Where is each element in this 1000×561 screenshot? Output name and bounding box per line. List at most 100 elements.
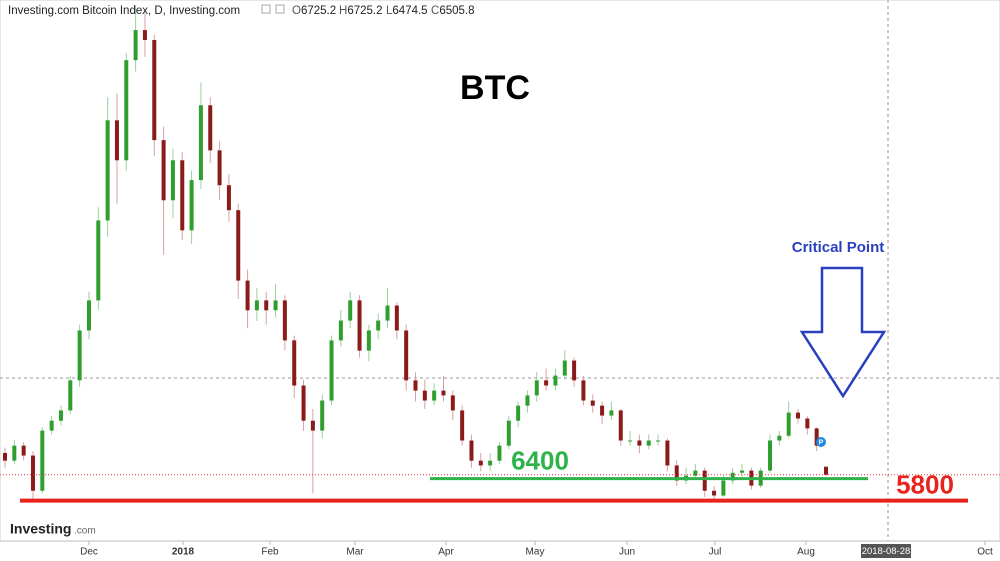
body [441,390,446,396]
body [786,412,791,436]
body [180,160,185,231]
body [133,30,138,61]
body [357,300,362,351]
marker [816,437,826,447]
body [217,150,222,186]
ohlc-value: 6505.8 [439,5,474,17]
x-tick-label: Dec [80,547,98,558]
body [105,120,110,221]
body [189,180,194,231]
body [86,300,91,331]
body [348,300,353,321]
body [3,452,7,461]
icon [261,4,271,14]
ohlc-value: 6474.5 [392,5,427,17]
logo-suffix: .com [74,526,96,537]
body [366,330,371,351]
body [170,160,175,201]
body [245,280,250,311]
body [96,220,101,301]
body [805,418,810,429]
body [730,472,735,481]
candles [3,5,828,501]
ohlc-item: L6474.5 [386,5,428,17]
body [236,210,241,281]
ohlc-label: O [292,5,301,17]
ohlc-item: C6505.8 [431,5,475,17]
body [77,330,82,381]
body [534,380,539,396]
body [665,440,670,466]
body [469,440,474,461]
body [488,460,493,466]
logo: Investing [10,521,71,537]
body [674,465,679,481]
x-tick-label: Oct [977,547,993,558]
body [12,445,17,461]
body [506,420,511,446]
x-labels: Dec 2018 Feb Mar Apr May Jun Jul Aug Oct [80,541,993,558]
level-label: 6400 [511,446,569,476]
ohlc-label: C [431,5,439,17]
body [600,405,605,416]
body [226,185,231,211]
body [413,380,418,391]
body [777,435,782,441]
body [768,440,773,471]
body [516,405,521,421]
chart-title: BTC [460,69,530,107]
ohlc-item: O6725.2 [292,5,336,17]
cursor-date-box [861,544,911,558]
arrow [799,266,887,399]
body [161,140,166,201]
body [394,305,399,331]
body [497,445,502,461]
level-label: 5800 [896,470,954,500]
body [30,455,35,491]
ohlc-item: H6725.2 [339,5,383,17]
body [525,395,530,406]
body [58,410,63,421]
body [68,380,73,411]
body [21,445,26,456]
body [338,320,343,341]
body [618,410,623,441]
body [273,300,278,311]
body [450,395,455,411]
body [628,440,633,442]
body [646,440,651,446]
body [40,430,45,491]
body [721,480,726,496]
body [385,305,390,321]
body [460,410,465,441]
body [422,390,427,401]
body [590,400,595,406]
header-title: Investing.com Bitcoin Index, D, Investin… [8,5,240,17]
body [49,420,54,431]
x-tick-label: 2018 [172,547,195,558]
body [254,300,259,311]
ohlc-value: 6725.2 [347,5,382,17]
body [320,400,325,431]
body [553,375,558,386]
body [292,340,297,386]
body [562,360,567,376]
body [581,380,586,401]
body [198,105,203,181]
body [796,412,801,419]
body [329,340,334,401]
body [637,440,642,446]
x-tick-label: Feb [261,547,279,558]
cursor-date: 2018-08-28 [862,546,911,557]
marker-icon: P [819,439,824,446]
body [572,360,577,381]
body [740,470,745,473]
header-ohlc: O6725.2 H6725.2 L6474.5 C6505.8 [292,5,475,17]
body [609,410,614,416]
body [142,30,147,40]
body [432,390,437,401]
body [282,300,287,341]
body [544,380,549,386]
body [824,466,828,475]
